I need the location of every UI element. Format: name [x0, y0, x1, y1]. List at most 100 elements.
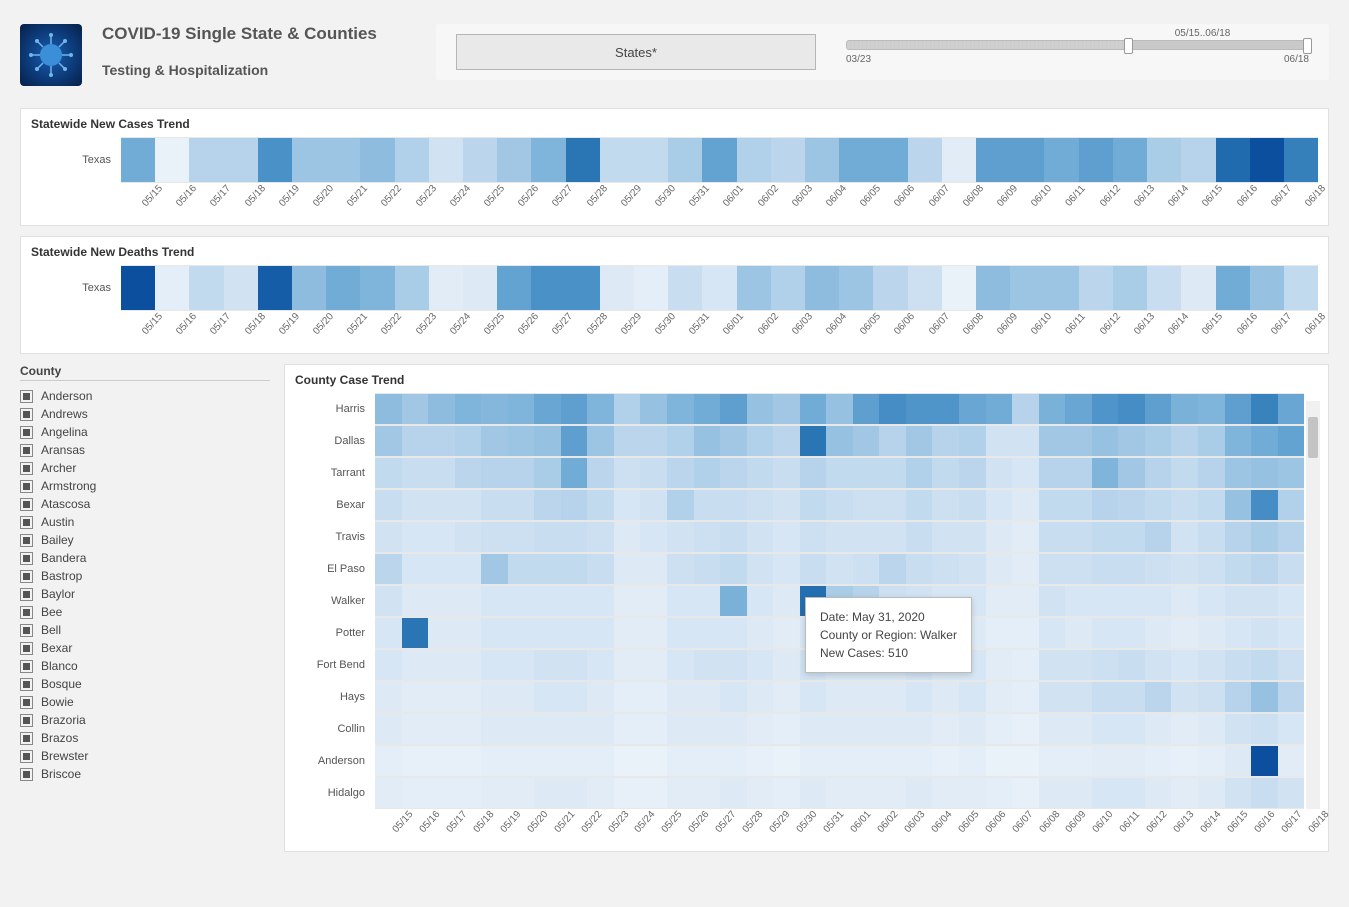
county-filter-item[interactable]: Blanco [20, 657, 270, 675]
heatmap-cell[interactable] [1065, 426, 1092, 456]
heatmap-cell[interactable] [1251, 682, 1278, 712]
heatmap-cell[interactable] [1039, 554, 1066, 584]
heatmap-cell[interactable] [455, 714, 482, 744]
heatmap-cell[interactable] [986, 522, 1013, 552]
heatmap-cell[interactable] [1171, 714, 1198, 744]
county-filter-item[interactable]: Angelina [20, 423, 270, 441]
heatmap-cell[interactable] [1251, 490, 1278, 520]
heatmap-cell[interactable] [879, 394, 906, 424]
county-filter-item[interactable]: Brewster [20, 747, 270, 765]
heatmap-cell[interactable] [1145, 682, 1172, 712]
heatmap-cell[interactable] [667, 458, 694, 488]
heatmap-cell[interactable] [508, 682, 535, 712]
heatmap-cell[interactable] [508, 458, 535, 488]
heatmap-cell[interactable] [932, 522, 959, 552]
county-scrollbar[interactable] [1306, 401, 1320, 809]
heatmap-cell[interactable] [1118, 714, 1145, 744]
heatmap-cell[interactable] [879, 714, 906, 744]
heatmap-cell[interactable] [667, 426, 694, 456]
heatmap-cell[interactable] [720, 618, 747, 648]
heatmap-cell[interactable] [694, 426, 721, 456]
heatmap-cell[interactable] [906, 714, 933, 744]
heatmap-cell[interactable] [640, 522, 667, 552]
heatmap-cell[interactable] [1278, 490, 1305, 520]
heatmap-cell[interactable] [1145, 618, 1172, 648]
heatmap-cell[interactable] [720, 682, 747, 712]
heatmap-cell[interactable] [587, 490, 614, 520]
heatmap-cell[interactable] [694, 714, 721, 744]
heatmap-cell[interactable] [1012, 490, 1039, 520]
heatmap-cell[interactable] [614, 586, 641, 616]
heatmap-cell[interactable] [773, 618, 800, 648]
heatmap-cell[interactable] [508, 618, 535, 648]
county-filter-item[interactable]: Briscoe [20, 765, 270, 783]
heatmap-cell[interactable] [986, 714, 1013, 744]
heatmap-cell[interactable] [1092, 682, 1119, 712]
heatmap-cell[interactable] [906, 490, 933, 520]
heatmap-cell[interactable] [879, 458, 906, 488]
heatmap-cell[interactable] [986, 682, 1013, 712]
heatmap-cell[interactable] [1225, 522, 1252, 552]
heatmap-cell[interactable] [906, 554, 933, 584]
checkbox-icon[interactable] [20, 768, 33, 781]
checkbox-icon[interactable] [20, 678, 33, 691]
heatmap-cell[interactable] [587, 650, 614, 680]
heatmap-cell[interactable] [1039, 650, 1066, 680]
heatmap-cell[interactable] [667, 682, 694, 712]
heatmap-cell[interactable] [587, 586, 614, 616]
heatmap-cell[interactable] [986, 394, 1013, 424]
heatmap-cell[interactable] [402, 426, 429, 456]
heatmap-cell[interactable] [481, 682, 508, 712]
heatmap-cell[interactable] [959, 426, 986, 456]
heatmap-cell[interactable] [853, 458, 880, 488]
heatmap-cell[interactable] [1225, 426, 1252, 456]
heatmap-cell[interactable] [906, 394, 933, 424]
heatmap-cell[interactable] [1198, 586, 1225, 616]
heatmap-cell[interactable] [1145, 490, 1172, 520]
heatmap-cell[interactable] [694, 458, 721, 488]
heatmap-cell[interactable] [1145, 394, 1172, 424]
heatmap-cell[interactable] [428, 394, 455, 424]
heatmap-cell[interactable] [932, 714, 959, 744]
heatmap-cell[interactable] [1065, 618, 1092, 648]
heatmap-cell[interactable] [402, 522, 429, 552]
heatmap-cell[interactable] [455, 554, 482, 584]
heatmap-cell[interactable] [614, 746, 641, 776]
heatmap-cell[interactable] [1278, 394, 1305, 424]
heatmap-cell[interactable] [667, 490, 694, 520]
heatmap-cell[interactable] [1171, 682, 1198, 712]
heatmap-cell[interactable] [1012, 618, 1039, 648]
heatmap-cell[interactable] [853, 522, 880, 552]
heatmap-cell[interactable] [932, 490, 959, 520]
checkbox-icon[interactable] [20, 696, 33, 709]
checkbox-icon[interactable] [20, 426, 33, 439]
heatmap-cell[interactable] [1251, 522, 1278, 552]
checkbox-icon[interactable] [20, 462, 33, 475]
checkbox-icon[interactable] [20, 390, 33, 403]
heatmap-cell[interactable] [640, 714, 667, 744]
heatmap-cell[interactable] [906, 426, 933, 456]
heatmap-cell[interactable] [667, 522, 694, 552]
heatmap-cell[interactable] [1039, 394, 1066, 424]
heatmap-cell[interactable] [800, 554, 827, 584]
heatmap-cell[interactable] [694, 618, 721, 648]
heatmap-cell[interactable] [481, 650, 508, 680]
heatmap-cell[interactable] [747, 746, 774, 776]
heatmap-cell[interactable] [614, 554, 641, 584]
heatmap-cell[interactable] [481, 586, 508, 616]
heatmap-cell[interactable] [826, 522, 853, 552]
heatmap-cell[interactable] [826, 458, 853, 488]
heatmap-cell[interactable] [826, 746, 853, 776]
heatmap-cell[interactable] [800, 714, 827, 744]
heatmap-cell[interactable] [879, 746, 906, 776]
heatmap-cell[interactable] [747, 554, 774, 584]
checkbox-icon[interactable] [20, 444, 33, 457]
county-filter-item[interactable]: Brazoria [20, 711, 270, 729]
heatmap-cell[interactable] [959, 682, 986, 712]
heatmap-cell[interactable] [1092, 490, 1119, 520]
heatmap-cell[interactable] [747, 714, 774, 744]
heatmap-cell[interactable] [402, 394, 429, 424]
heatmap-cell[interactable] [481, 426, 508, 456]
heatmap-cell[interactable] [455, 426, 482, 456]
heatmap-cell[interactable] [986, 458, 1013, 488]
